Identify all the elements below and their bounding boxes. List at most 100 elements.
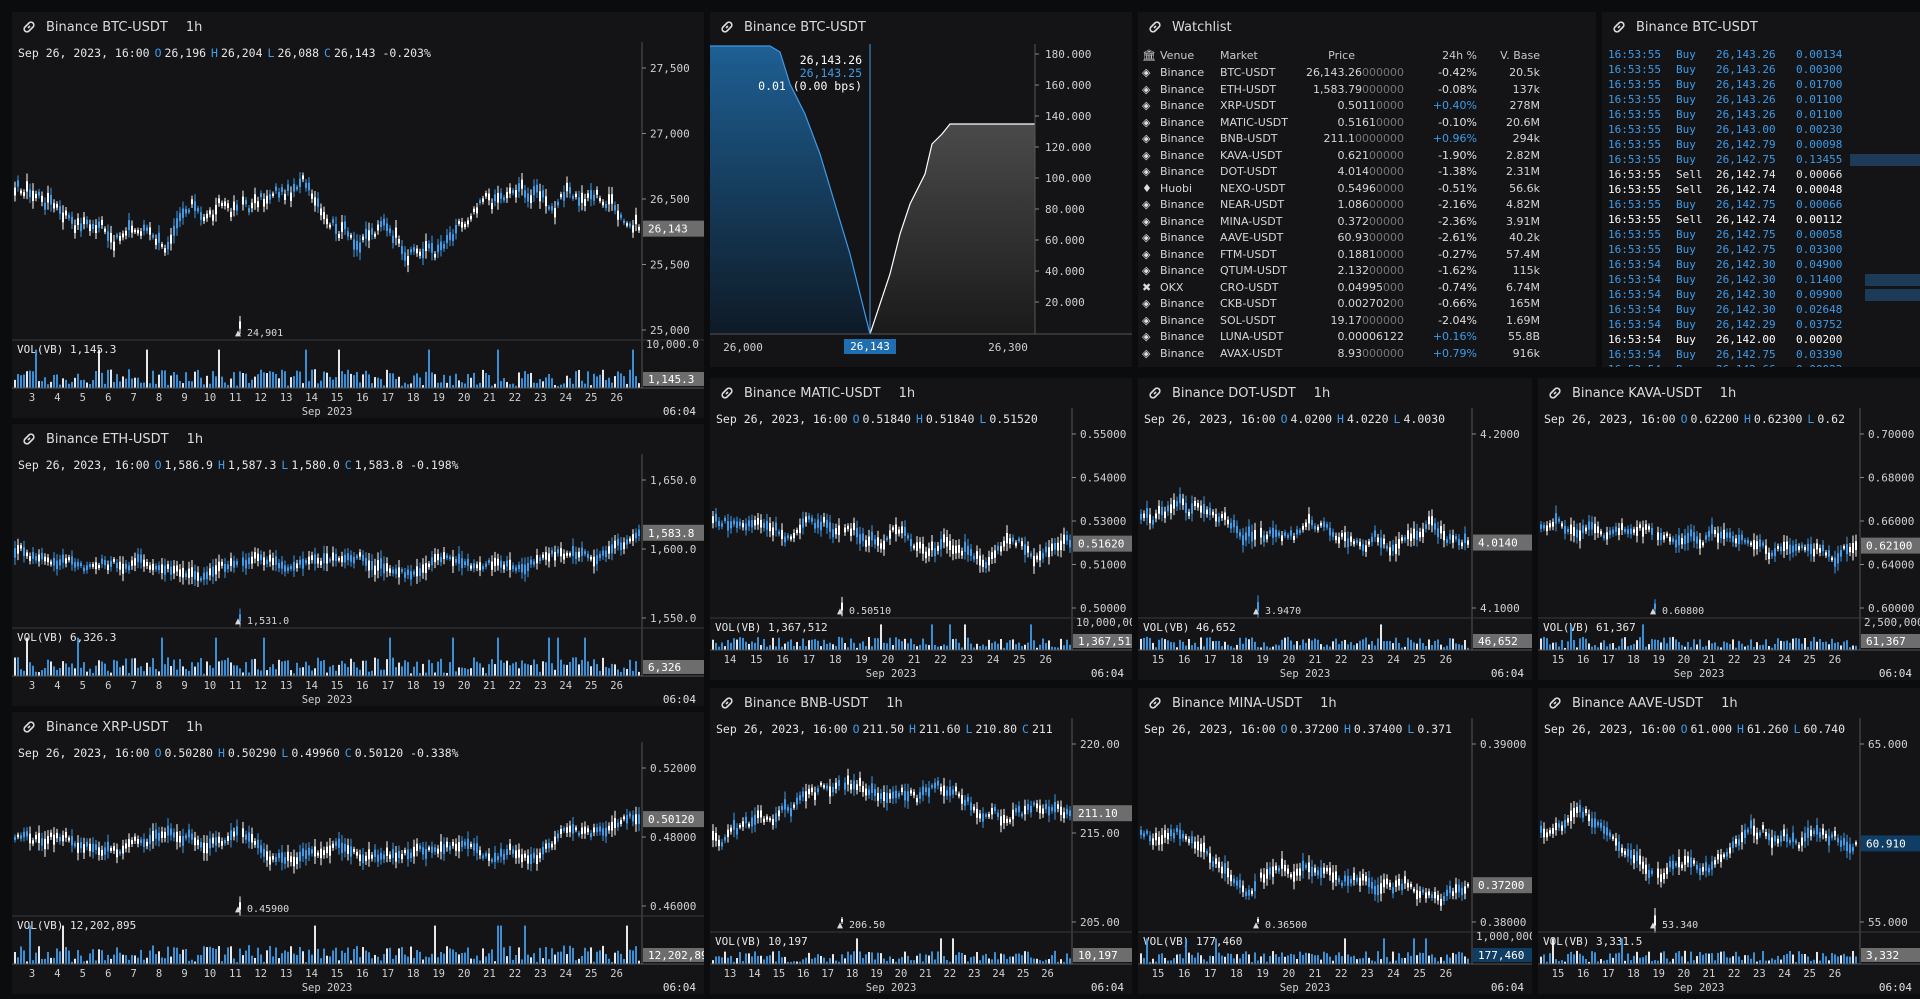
candle-body <box>718 839 720 847</box>
link-icon[interactable] <box>22 432 36 446</box>
link-icon[interactable] <box>1148 696 1162 710</box>
candle-body <box>1582 525 1584 534</box>
candle-body <box>20 190 22 194</box>
watchlist-row[interactable]: ◈ Binance AVAX-USDT 8.93000000 +0.79% 916k <box>1142 346 1592 363</box>
chart-panel-dot[interactable]: Binance DOT-USDT 1h Sep 26, 2023, 16:00 O… <box>1138 378 1532 680</box>
row-price-dim: 0000 <box>1376 181 1404 195</box>
link-icon[interactable] <box>22 20 36 34</box>
candle-body <box>1636 526 1638 536</box>
chart-panel-mina[interactable]: Binance MINA-USDT 1h Sep 26, 2023, 16:00… <box>1138 688 1532 994</box>
candle-body <box>302 848 304 857</box>
interval-label[interactable]: 1h <box>186 431 204 447</box>
watchlist-row[interactable]: ◈ Binance BTC-USDT 26,143.26000000 -0.42% 20.… <box>1142 65 1592 82</box>
chart-panel-kava[interactable]: Binance KAVA-USDT 1h Sep 26, 2023, 16:00… <box>1538 378 1920 680</box>
volume-bar <box>1645 646 1647 650</box>
watchlist-row[interactable]: ◈ Binance AAVE-USDT 60.9300000 -2.61% 40.2k <box>1142 230 1592 247</box>
candle-body <box>1233 519 1235 528</box>
link-icon[interactable] <box>1548 696 1562 710</box>
volume-bar <box>1389 961 1391 964</box>
watchlist-row[interactable]: ◈ Binance ETH-USDT 1,583.79000000 -0.08% 137k <box>1142 82 1592 99</box>
venue-logo-icon: ◈ <box>1142 82 1151 96</box>
interval-label[interactable]: 1h <box>1320 695 1337 711</box>
volume-bar <box>1263 642 1265 650</box>
link-icon[interactable] <box>720 20 734 34</box>
candle-body <box>1777 545 1779 550</box>
candlestick-chart[interactable]: ▲ 1,531.01,650.01,600.01,550.01,583.8VOL… <box>12 424 704 706</box>
interval-label[interactable]: 1h <box>898 385 916 401</box>
chart-panel-matic[interactable]: Binance MATIC-USDT 1h Sep 26, 2023, 16:0… <box>710 378 1132 680</box>
candle-body <box>227 564 229 570</box>
watchlist-row[interactable]: ◈ Binance XRP-USDT 0.50110000 +0.40% 278M <box>1142 98 1592 115</box>
watchlist-row[interactable]: ◈ Binance NEAR-USDT 1.08600000 -2.16% 4.82M <box>1142 197 1592 214</box>
candlestick-chart[interactable]: ▲ 24,90127,50027,00026,50025,50025,00026… <box>12 12 704 418</box>
interval-label[interactable]: 1h <box>886 695 903 711</box>
link-icon[interactable] <box>720 696 734 710</box>
watchlist-row[interactable]: ✖ OKX CRO-USDT 0.04995000 -0.74% 6.74M <box>1142 280 1592 297</box>
watchlist-row[interactable]: ◈ Binance LUNA-USDT 0.00006122 +0.16% 55.8B <box>1142 329 1592 346</box>
watchlist-row[interactable]: ◈ Binance CKB-USDT 0.00270200 -0.66% 165M <box>1142 296 1592 313</box>
link-icon[interactable] <box>1548 386 1562 400</box>
chart-panel-btc[interactable]: Binance BTC-USDT 1h Sep 26, 2023, 16:00 O… <box>12 12 704 418</box>
watchlist-row[interactable]: ◈ Binance MINA-USDT 0.37200000 -2.36% 3.91M <box>1142 214 1592 231</box>
depth-chart-panel[interactable]: Binance BTC-USDT 26,143.26 26,143.25 0.01 … <box>710 12 1132 367</box>
interval-label[interactable]: 1h <box>1719 385 1737 401</box>
watchlist-row[interactable]: ◈ Binance SOL-USDT 19.17000000 -2.04% 1.69M <box>1142 313 1592 330</box>
chart-panel-xrp[interactable]: Binance XRP-USDT 1h Sep 26, 2023, 16:00 O… <box>12 712 704 994</box>
volume-bar <box>1224 956 1226 964</box>
watchlist-row[interactable]: ◈ Binance BNB-USDT 211.10000000 +0.96% 294k <box>1142 131 1592 148</box>
volume-bar <box>1015 953 1017 964</box>
watchlist-row[interactable]: ◈ Binance MATIC-USDT 0.51610000 -0.10% 20.6M <box>1142 115 1592 132</box>
trades-panel[interactable]: Binance BTC-USDT 16:53:55 Buy 26,143.26 0.0… <box>1602 12 1920 367</box>
watchlist-row[interactable]: ♦ Huobi NEXO-USDT 0.54960000 -0.51% 56.6k <box>1142 181 1592 198</box>
interval-label[interactable]: 1h <box>1313 385 1331 401</box>
volume-bar <box>1810 960 1812 964</box>
col-market[interactable]: Market <box>1220 49 1258 62</box>
candle-body <box>1048 547 1050 558</box>
link-icon[interactable] <box>1148 20 1162 34</box>
watchlist-row[interactable]: ◈ Binance FTM-USDT 0.18810000 -0.27% 57.4M <box>1142 247 1592 264</box>
link-icon[interactable] <box>720 386 734 400</box>
watchlist-row[interactable]: ◈ Binance KAVA-USDT 0.62100000 -1.90% 2.82M <box>1142 148 1592 165</box>
candle-body <box>1149 514 1151 524</box>
candlestick-chart[interactable]: ▲ 206.50220.00215.00205.00211.10VOL(VB) … <box>710 688 1132 994</box>
volume-bar <box>1801 953 1803 964</box>
chart-panel-aave[interactable]: Binance AAVE-USDT 1h Sep 26, 2023, 16:00… <box>1538 688 1920 994</box>
chart-panel-bnb[interactable]: Binance BNB-USDT 1h Sep 26, 2023, 16:00 O… <box>710 688 1132 994</box>
row-price: 0.54960000 <box>1337 181 1405 195</box>
col-volume[interactable]: V. Base <box>1500 49 1540 62</box>
candle-body <box>437 848 439 854</box>
watchlist-row[interactable]: ◈ Binance DOT-USDT 4.01400000 -1.38% 2.31M <box>1142 164 1592 181</box>
link-icon[interactable] <box>1612 20 1626 34</box>
candle-body <box>1413 888 1415 892</box>
chart-panel-eth[interactable]: Binance ETH-USDT 1h Sep 26, 2023, 16:00 O… <box>12 424 704 706</box>
candle-body <box>853 522 855 531</box>
candle-body <box>428 847 430 850</box>
time-tick-label: 13 <box>280 968 293 980</box>
interval-label[interactable]: 1h <box>1721 695 1738 711</box>
watchlist-row[interactable]: ◈ Binance QTUM-USDT 2.13200000 -1.62% 115k <box>1142 263 1592 280</box>
link-icon[interactable] <box>22 720 36 734</box>
candle-body <box>763 522 765 528</box>
col-venue[interactable]: Venue <box>1160 49 1195 62</box>
volume-bar <box>1786 640 1788 650</box>
candlestick-chart[interactable]: ▲ 0.608000.700000.680000.660000.640000.6… <box>1538 378 1920 680</box>
candlestick-chart[interactable]: ▲ 0.505100.550000.540000.530000.510000.5… <box>710 378 1132 680</box>
link-icon[interactable] <box>1148 386 1162 400</box>
candlestick-chart[interactable]: ▲ 0.459000.520000.480000.460000.50120VOL… <box>12 712 704 994</box>
interval-label[interactable]: 1h <box>185 19 203 35</box>
trade-time: 16:53:55 <box>1608 108 1661 121</box>
candle-body <box>227 836 229 841</box>
col-price[interactable]: Price <box>1328 49 1355 62</box>
col-change[interactable]: 24h % <box>1442 49 1477 62</box>
volume-bar <box>1702 646 1704 650</box>
interval-label[interactable]: 1h <box>186 719 203 735</box>
volume-bar <box>416 661 418 676</box>
watchlist-panel[interactable]: Watchlist 🏛 Venue Market Price 24h % V. … <box>1138 12 1596 367</box>
candle-body <box>1810 830 1812 837</box>
candle-body <box>545 552 547 560</box>
volume-bar <box>1063 645 1065 650</box>
